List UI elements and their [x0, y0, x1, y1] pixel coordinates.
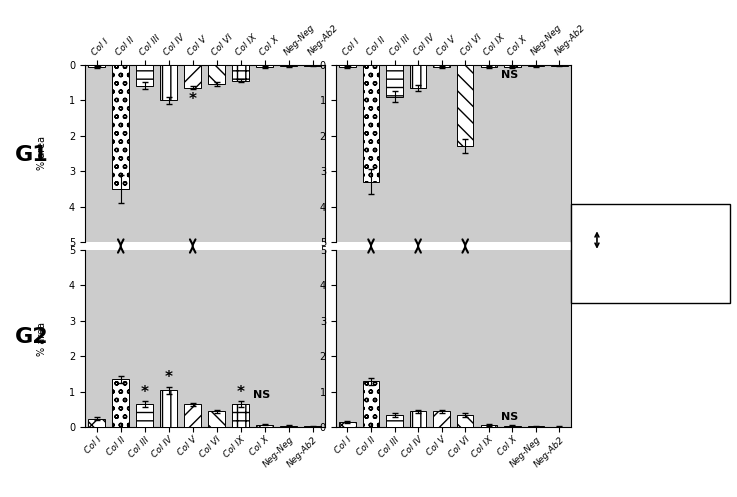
- Bar: [433, 65, 450, 67]
- Bar: [112, 379, 129, 427]
- Bar: [339, 422, 356, 427]
- Bar: [504, 425, 520, 427]
- Text: *: *: [164, 370, 172, 385]
- Bar: [433, 412, 450, 427]
- Bar: [209, 65, 225, 84]
- Bar: [481, 425, 497, 427]
- Text: NS: NS: [500, 70, 518, 80]
- Text: G1 vs G2: G1 vs G2: [614, 235, 662, 245]
- Text: *: *: [237, 385, 245, 400]
- Bar: [136, 405, 153, 427]
- Bar: [161, 390, 177, 427]
- Bar: [184, 405, 201, 427]
- Text: NS: NS: [253, 390, 270, 400]
- Bar: [256, 65, 273, 67]
- Bar: [256, 424, 273, 427]
- Text: NS: NS: [500, 413, 518, 422]
- Bar: [161, 65, 177, 100]
- Bar: [528, 65, 544, 67]
- Bar: [112, 65, 129, 189]
- Bar: [551, 65, 567, 66]
- Text: % area: % area: [37, 322, 46, 355]
- Bar: [88, 418, 105, 427]
- Bar: [232, 65, 249, 81]
- Bar: [280, 65, 297, 67]
- Text: G1: G1: [15, 145, 49, 166]
- Bar: [232, 405, 249, 427]
- Text: *: *: [141, 385, 149, 400]
- Bar: [88, 65, 105, 67]
- Bar: [504, 65, 520, 67]
- Text: % area: % area: [37, 137, 46, 170]
- Bar: [457, 415, 473, 427]
- Bar: [386, 65, 403, 96]
- Text: G2: G2: [15, 327, 49, 347]
- Bar: [528, 426, 544, 427]
- Bar: [304, 65, 321, 66]
- Bar: [304, 426, 321, 427]
- Bar: [481, 65, 497, 67]
- Text: *aAF vs pAF: *aAF vs pAF: [592, 271, 654, 281]
- Bar: [280, 425, 297, 427]
- Bar: [363, 65, 380, 182]
- Bar: [386, 415, 403, 427]
- Bar: [339, 65, 356, 67]
- Bar: [457, 65, 473, 146]
- Text: *: *: [189, 92, 197, 107]
- Bar: [209, 412, 225, 427]
- Bar: [410, 412, 427, 427]
- Bar: [363, 381, 380, 427]
- Bar: [184, 65, 201, 87]
- Bar: [136, 65, 153, 86]
- Bar: [410, 65, 427, 87]
